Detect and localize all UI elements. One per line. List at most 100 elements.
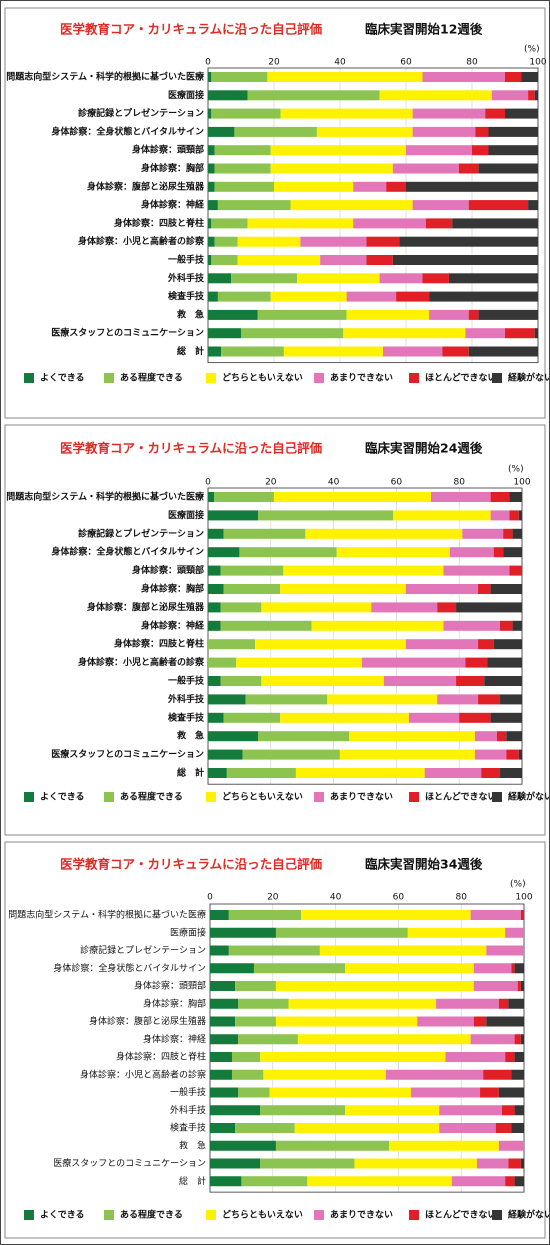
bar-segment	[274, 181, 354, 192]
bar-segment	[399, 236, 538, 247]
bar-segment	[275, 927, 408, 938]
bar-segment	[211, 72, 268, 82]
bar-segment	[210, 1140, 276, 1151]
category-label: 医療面接	[168, 509, 204, 521]
legend-swatch	[492, 373, 502, 383]
bar-segment	[208, 273, 232, 284]
legend-swatch	[206, 1210, 216, 1220]
bar-segment	[490, 510, 510, 521]
category-label: 問題志向型システム・科学的根拠に基づいた医療	[8, 909, 206, 921]
bar-segment	[280, 584, 406, 594]
category-label: 身体診察：四肢と脊柱	[114, 638, 204, 650]
legend-swatch	[314, 1210, 324, 1220]
bar-segment	[490, 712, 522, 723]
bar-segment	[520, 910, 524, 920]
bar-segment	[327, 694, 438, 705]
legend-label: よくできる	[40, 373, 85, 384]
bar-segment	[210, 1016, 236, 1027]
legend-swatch	[314, 373, 324, 383]
bar-segment	[496, 731, 507, 742]
bar-segment	[476, 1158, 509, 1169]
bar-segment	[273, 492, 431, 502]
bar-segment	[221, 346, 284, 357]
x-tick-label: 20	[268, 58, 280, 68]
legend-label: 経験がない	[508, 372, 550, 384]
category-label: 救 急	[177, 730, 204, 742]
bar-segment	[473, 963, 512, 974]
bar-segment	[534, 90, 538, 101]
bar-segment	[283, 346, 383, 357]
bar-segment	[429, 309, 469, 320]
bar-segment	[458, 163, 479, 174]
category-label: 外科手技	[170, 1104, 206, 1116]
bar-segment	[295, 768, 425, 778]
legend-label: よくできる	[40, 792, 85, 803]
bar-segment	[437, 602, 457, 613]
bar-segment	[478, 163, 538, 174]
bar-segment	[511, 963, 515, 974]
category-label: 身体診察：小児と高齢者の診察	[78, 656, 205, 668]
bar-segment	[208, 145, 215, 156]
bar-segment	[234, 126, 317, 137]
category-label: 身体診察：神経	[141, 199, 205, 211]
bar-segment	[311, 620, 444, 631]
bar-segment	[211, 218, 248, 229]
legend-label: ある程度できる	[120, 791, 183, 803]
bar-segment	[480, 1087, 499, 1098]
legend-swatch	[492, 792, 502, 802]
bar-segment	[410, 1087, 481, 1098]
bar-segment	[208, 676, 221, 686]
category-label: 診療記録とプレゼンテーション	[78, 527, 204, 539]
bar-segment	[300, 236, 367, 247]
bar-segment	[255, 639, 406, 650]
chart-subtitle: 臨床実習開始34週後	[365, 857, 483, 872]
bar-segment	[534, 328, 538, 339]
bar-segment	[520, 1158, 524, 1169]
bar-segment	[257, 309, 347, 320]
bar-segment	[238, 1087, 270, 1098]
bar-segment	[258, 510, 394, 521]
bar-segment	[217, 200, 291, 211]
legend-swatch	[24, 792, 34, 802]
bar-segment	[505, 328, 535, 339]
category-label: 医療スタッフとのコミュニケーション	[51, 327, 204, 339]
bar-segment	[235, 1016, 276, 1027]
bar-segment	[208, 584, 224, 594]
x-tick-label: 0	[207, 893, 213, 903]
bar-segment	[502, 1105, 515, 1116]
bar-segment	[448, 273, 538, 284]
category-label: 検査手技	[170, 1122, 206, 1134]
bar-segment	[392, 255, 538, 265]
category-label: 一般手技	[168, 675, 205, 687]
chart-title: 医学教育コア・カリキュラムに沿った自己評価	[60, 22, 323, 37]
bar-segment	[512, 620, 522, 631]
x-tick-label: 40	[334, 58, 346, 68]
bar-segment	[280, 108, 413, 119]
bar-segment	[345, 963, 474, 974]
x-axis-unit: (%)	[510, 880, 526, 890]
legend-swatch	[409, 792, 419, 802]
bar-segment	[506, 731, 522, 742]
category-label: 医療スタッフとのコミュニケーション	[51, 748, 204, 760]
bar-segment	[210, 1087, 239, 1098]
category-label: 総 計	[179, 1175, 206, 1187]
bar-segment	[339, 749, 475, 760]
legend-label: あまりできない	[330, 1210, 393, 1221]
chart-subtitle: 臨床実習開始24週後	[365, 441, 483, 456]
bar-segment	[518, 510, 522, 521]
bar-segment	[208, 346, 222, 357]
x-tick-label: 100	[529, 58, 546, 68]
bar-segment	[261, 602, 372, 613]
plot-frame	[207, 67, 539, 364]
chart-title: 医学教育コア・カリキュラムに沿った自己評価	[60, 857, 323, 872]
bar-segment	[495, 1123, 512, 1133]
bar-segment	[498, 1140, 524, 1151]
category-label: 診療記録とプレゼンテーション	[78, 107, 204, 119]
bar-segment	[320, 255, 367, 265]
bar-segment	[425, 218, 453, 229]
bar-segment	[517, 981, 521, 991]
bar-segment	[214, 145, 271, 156]
bar-segment	[231, 273, 298, 284]
bar-segment	[474, 731, 497, 742]
